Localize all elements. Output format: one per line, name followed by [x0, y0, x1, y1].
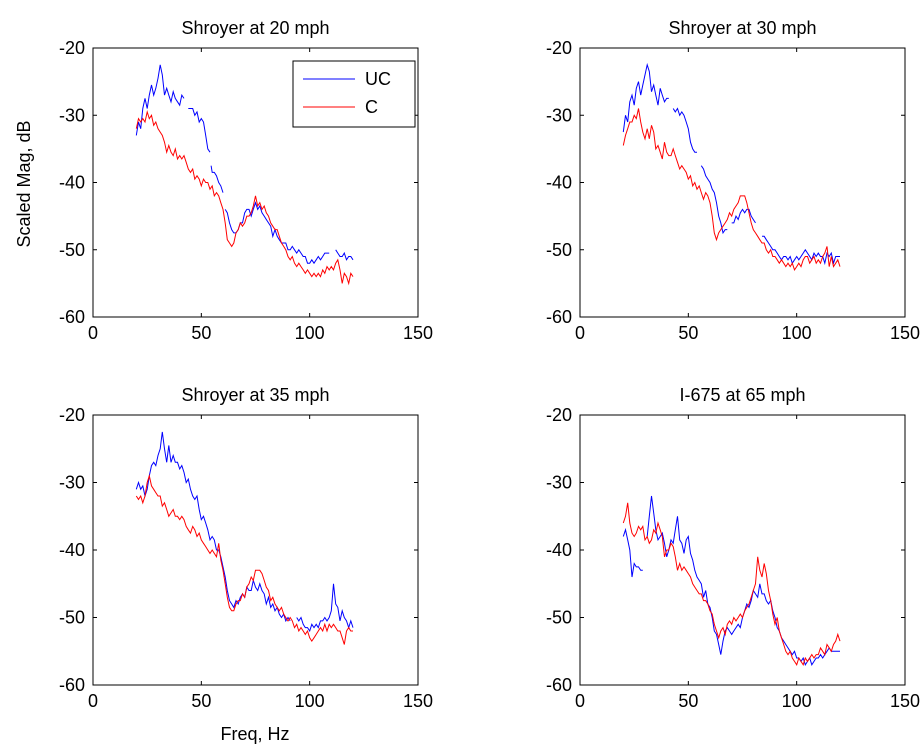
x-tick-label: 100: [782, 323, 812, 343]
y-tick-label: -40: [59, 173, 85, 193]
series-line-uc: [672, 107, 697, 153]
series-line-uc: [296, 583, 354, 633]
series-line-uc: [762, 235, 840, 266]
series-line-uc: [135, 431, 291, 623]
y-tick-label: -60: [59, 307, 85, 327]
y-tick-label: -30: [546, 473, 572, 493]
series-line-c: [135, 109, 354, 286]
x-tick-label: 50: [191, 691, 211, 711]
series-c: [622, 108, 841, 272]
series-line-c: [622, 502, 841, 666]
y-tick-label: -30: [59, 473, 85, 493]
series-line-uc: [188, 108, 211, 153]
chart-title: I-675 at 65 mph: [679, 385, 805, 405]
x-tick-label: 150: [890, 691, 920, 711]
axes-box: [579, 47, 906, 318]
chart-panel-1: Shroyer at 20 mph 0 50 100 150 -60 -50 -40 -30 -2…: [59, 18, 433, 343]
x-tick-label: 150: [890, 323, 920, 343]
x-tick-label: 150: [403, 691, 433, 711]
series-uc: [135, 64, 354, 265]
y-tick-label: -40: [546, 173, 572, 193]
y-tick-label: -20: [59, 38, 85, 58]
series-line-uc: [731, 208, 756, 224]
x-axis-label: Freq, Hz: [220, 724, 289, 744]
chart-panel-3: Shroyer at 35 mph 0 50 100 150 -60 -50 -40 -30 -2…: [59, 385, 433, 711]
series-uc: [622, 62, 840, 266]
series-line-uc: [622, 527, 643, 578]
x-tick-label: 0: [575, 323, 585, 343]
y-tick-label: -50: [546, 608, 572, 628]
y-tick-label: -50: [59, 608, 85, 628]
series-line-uc: [622, 62, 669, 133]
y-tick-label: -50: [546, 240, 572, 260]
y-tick-label: -30: [546, 105, 572, 125]
series-line-uc: [210, 165, 224, 193]
y-tick-label: -60: [546, 675, 572, 695]
legend-label-uc: UC: [365, 69, 391, 89]
x-tick-label: 50: [678, 323, 698, 343]
x-tick-label: 50: [191, 323, 211, 343]
chart-panel-4: I-675 at 65 mph 0 50 100 150 -60 -50 -40 -30 -20: [546, 385, 920, 711]
y-tick-label: -20: [546, 38, 572, 58]
x-tick-label: 0: [575, 691, 585, 711]
y-tick-label: -20: [546, 405, 572, 425]
series-c: [135, 109, 354, 286]
legend-label-c: C: [365, 97, 378, 117]
series-line-uc: [335, 249, 354, 261]
x-tick-label: 150: [403, 323, 433, 343]
series-line-uc: [135, 64, 185, 136]
axes-box: [579, 414, 906, 686]
y-tick-label: -60: [546, 307, 572, 327]
series-c: [622, 502, 841, 666]
y-tick-label: -50: [59, 240, 85, 260]
y-tick-label: -40: [546, 540, 572, 560]
series-line-uc: [224, 201, 330, 265]
x-tick-label: 0: [88, 323, 98, 343]
chart-panel-2: Shroyer at 30 mph 0 50 100 150 -60 -50 -40 -30 -2…: [546, 18, 920, 343]
series-uc: [135, 431, 354, 633]
x-tick-label: 100: [295, 691, 325, 711]
y-axis-label: Scaled Mag, dB: [14, 120, 34, 247]
series-line-uc: [700, 165, 728, 235]
legend: UC C: [292, 60, 416, 128]
y-tick-label: -60: [59, 675, 85, 695]
legend-box: [292, 60, 416, 128]
series-line-c: [622, 108, 841, 272]
y-tick-label: -40: [59, 540, 85, 560]
chart-title: Shroyer at 30 mph: [668, 18, 816, 38]
x-tick-label: 0: [88, 691, 98, 711]
axes-box: [92, 414, 419, 686]
chart-title: Shroyer at 20 mph: [181, 18, 329, 38]
series-c: [135, 473, 353, 645]
y-tick-label: -30: [59, 105, 85, 125]
x-tick-label: 100: [782, 691, 812, 711]
y-tick-label: -20: [59, 405, 85, 425]
chart-title: Shroyer at 35 mph: [181, 385, 329, 405]
x-tick-label: 100: [295, 323, 325, 343]
series-line-c: [135, 473, 353, 645]
x-tick-label: 50: [678, 691, 698, 711]
